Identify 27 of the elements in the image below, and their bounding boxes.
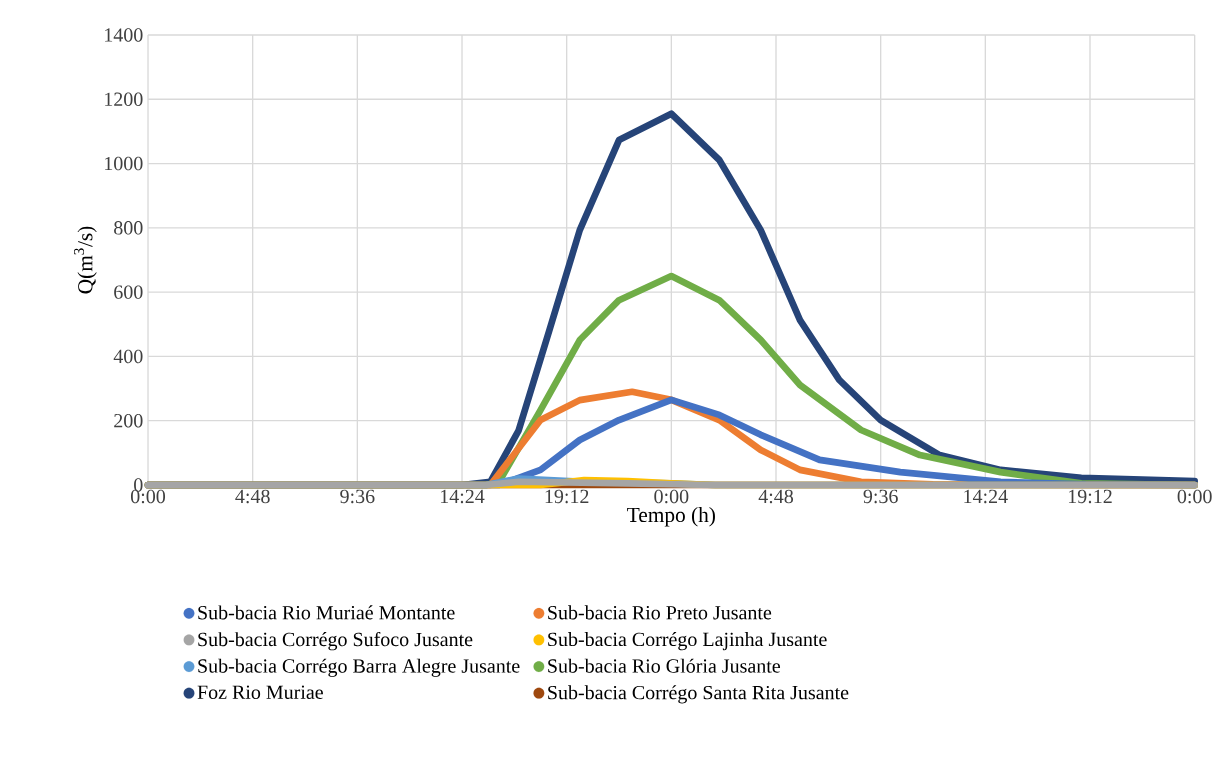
y-tick-label: 200 bbox=[114, 413, 143, 428]
x-tick-label: 0:00 bbox=[1177, 489, 1212, 504]
y-tick-label: 400 bbox=[113, 349, 143, 364]
x-tick-label: 14:24 bbox=[964, 489, 1008, 504]
y-tick-label: 800 bbox=[114, 221, 143, 235]
legend-label: Sub-bacia Rio Preto Jusante bbox=[548, 605, 772, 620]
x-tick-label: 0:00 bbox=[654, 489, 689, 504]
x-tick-label: 4:48 bbox=[235, 489, 270, 504]
legend-label: Sub-bacia Corrégo Lajinha Jusante bbox=[548, 632, 827, 651]
legend-label: Sub-bacia Rio Glória Jusante bbox=[548, 658, 781, 673]
y-tick-label: 1200 bbox=[105, 92, 143, 107]
x-tick-label: 14:24 bbox=[440, 489, 485, 504]
x-tick-label: 9:36 bbox=[340, 489, 375, 504]
x-tick-label: 19:12 bbox=[545, 489, 589, 504]
y-tick-label: 1400 bbox=[105, 28, 143, 42]
legend-label: Foz Rio Muriae bbox=[197, 685, 323, 699]
legend-label: Sub-bacia Rio Muriaé Montante bbox=[198, 605, 455, 620]
y-tick-label: 1000 bbox=[105, 156, 143, 171]
x-axis-title: Tempo (h) bbox=[627, 507, 715, 527]
x-tick-label: 9:36 bbox=[863, 489, 898, 504]
legend-label: Sub-bacia Corrégo Sufoco Jusante bbox=[198, 631, 473, 651]
legend-label: Sub-bacia Corrégo Barra Alegre Jusante bbox=[198, 658, 520, 677]
x-tick-label: 19:12 bbox=[1068, 489, 1112, 504]
x-tick-label: 4:48 bbox=[758, 489, 794, 504]
legend-label: Sub-bacia Corrégo Santa Rita Jusante bbox=[548, 685, 849, 704]
y-axis-title: Q(m$^{3}$/s) bbox=[74, 226, 97, 294]
y-tick-label: 600 bbox=[114, 285, 143, 299]
